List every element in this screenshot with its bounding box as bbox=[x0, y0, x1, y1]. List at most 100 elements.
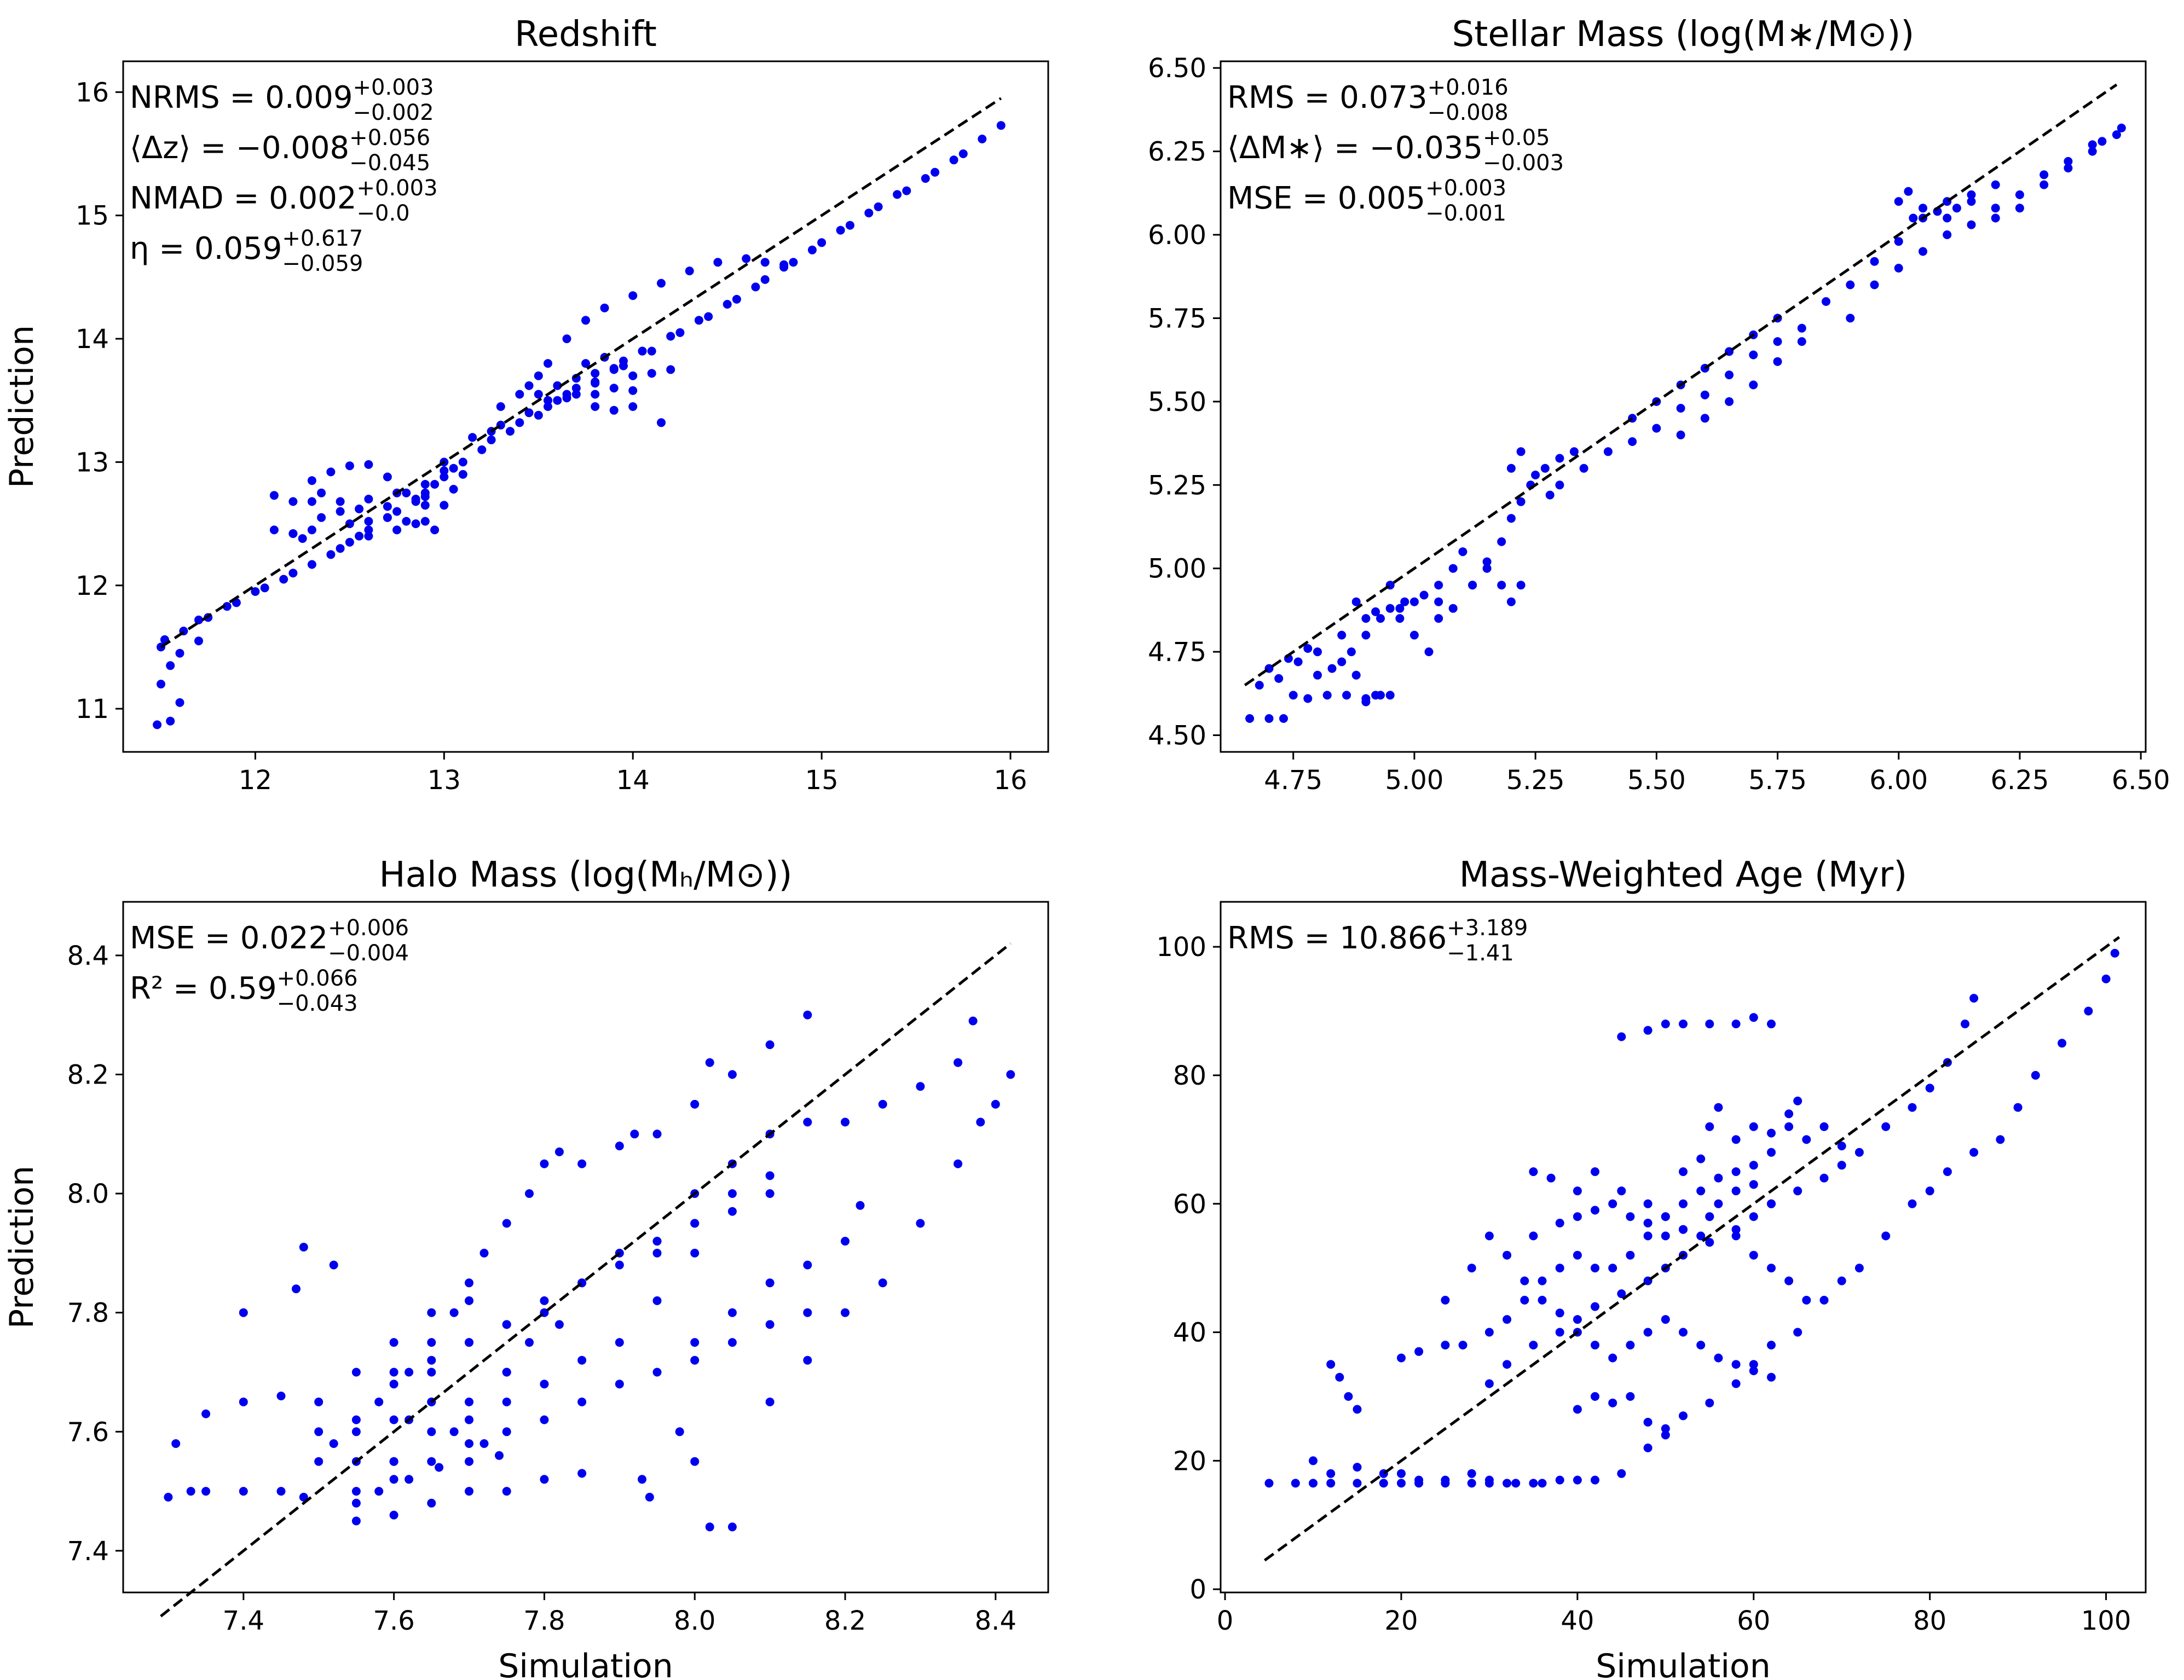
data-point bbox=[1643, 1199, 1653, 1208]
data-point bbox=[1881, 1122, 1891, 1131]
y-tick-label: 6.50 bbox=[1148, 53, 1206, 84]
data-point bbox=[723, 300, 732, 309]
data-point bbox=[615, 1142, 624, 1151]
data-point bbox=[175, 698, 184, 707]
data-point bbox=[1961, 1019, 1969, 1029]
data-point bbox=[652, 1129, 662, 1139]
stat-value: RMS = 10.866 bbox=[1227, 920, 1447, 956]
stat-annotation: RMS = 10.866+3.189 −1.41 bbox=[1227, 916, 1528, 966]
stat-value: η = 0.059 bbox=[130, 231, 282, 267]
data-point bbox=[690, 1099, 700, 1109]
data-point bbox=[878, 1099, 887, 1109]
data-point bbox=[893, 190, 902, 199]
data-point bbox=[502, 1368, 511, 1377]
data-point bbox=[996, 121, 1006, 130]
data-point bbox=[751, 282, 760, 292]
stat-value: NRMS = 0.009 bbox=[130, 80, 353, 115]
data-point bbox=[694, 316, 703, 325]
data-point bbox=[1617, 1469, 1626, 1478]
data-point bbox=[1289, 691, 1298, 700]
data-point bbox=[638, 1475, 646, 1484]
data-point bbox=[675, 328, 685, 337]
data-point bbox=[1351, 670, 1361, 680]
data-point bbox=[690, 1457, 700, 1466]
data-point bbox=[1894, 197, 1903, 206]
data-point bbox=[1353, 1479, 1362, 1488]
data-point bbox=[1643, 1443, 1653, 1452]
data-point bbox=[1573, 1212, 1582, 1221]
data-point bbox=[540, 1380, 549, 1389]
stat-value: RMS = 0.073 bbox=[1227, 80, 1428, 115]
data-point bbox=[1943, 1167, 1952, 1177]
data-point bbox=[1409, 630, 1419, 640]
data-point bbox=[524, 408, 534, 418]
data-point bbox=[1520, 1295, 1529, 1305]
data-point bbox=[411, 519, 420, 529]
y-tick-label: 5.50 bbox=[1148, 387, 1206, 418]
stat-value: ⟨ΔM∗⟩ = −0.035 bbox=[1227, 130, 1483, 166]
data-point bbox=[515, 418, 524, 427]
data-point bbox=[1904, 187, 1913, 196]
data-point bbox=[1538, 1276, 1547, 1285]
stat-lower-error: −0.003 bbox=[1483, 150, 1564, 176]
data-point bbox=[1661, 1212, 1670, 1221]
data-point bbox=[392, 525, 402, 535]
data-point bbox=[1458, 547, 1467, 557]
x-tick-label: 8.2 bbox=[824, 1606, 866, 1636]
data-point bbox=[389, 1475, 398, 1484]
data-point bbox=[1335, 1372, 1344, 1382]
one-to-one-line bbox=[1244, 83, 2118, 687]
data-point bbox=[1520, 1276, 1529, 1285]
data-point bbox=[638, 346, 647, 356]
data-point bbox=[1303, 644, 1313, 653]
panel-mass-weighted-age: Mass-Weighted Age (Myr) Simulation 0 20 40 60… bbox=[1156, 855, 2147, 1680]
data-point bbox=[364, 460, 373, 469]
data-point bbox=[1385, 604, 1395, 613]
stat-lower-error: −0.001 bbox=[1425, 201, 1506, 226]
data-point bbox=[1819, 1295, 1829, 1305]
data-point bbox=[916, 1219, 925, 1228]
data-point bbox=[1784, 1122, 1794, 1131]
data-point bbox=[976, 1117, 985, 1127]
data-point bbox=[562, 334, 571, 344]
data-point bbox=[1626, 1212, 1635, 1221]
data-point bbox=[194, 615, 203, 624]
data-point bbox=[807, 245, 817, 254]
data-point bbox=[1322, 691, 1332, 700]
data-point bbox=[1397, 1469, 1406, 1478]
data-point bbox=[2031, 1071, 2040, 1080]
chart-title: Stellar Mass (log(M∗/M⊙)) bbox=[1452, 14, 1915, 55]
data-point bbox=[1705, 1122, 1714, 1131]
data-point bbox=[1749, 1250, 1758, 1260]
data-point bbox=[991, 1099, 1000, 1109]
data-point bbox=[577, 1159, 587, 1168]
data-point bbox=[765, 1278, 775, 1288]
data-point bbox=[1371, 691, 1380, 700]
data-point bbox=[921, 174, 930, 183]
data-point bbox=[577, 1469, 587, 1478]
data-point bbox=[1497, 581, 1506, 590]
data-point bbox=[1870, 280, 1879, 289]
x-tick-label: 40 bbox=[1561, 1606, 1594, 1636]
data-point bbox=[878, 1278, 887, 1288]
data-point bbox=[647, 369, 656, 378]
data-point bbox=[1767, 1264, 1776, 1273]
data-point bbox=[1591, 1264, 1599, 1273]
data-point bbox=[515, 390, 524, 399]
data-point bbox=[571, 390, 581, 399]
panel-redshift: Redshift Prediction 12 13 14 15 16 11 12 13 14 15 16… bbox=[3, 14, 1049, 796]
data-point bbox=[544, 359, 552, 368]
data-point bbox=[1696, 1231, 1706, 1241]
data-point bbox=[591, 369, 600, 378]
data-point bbox=[1894, 237, 1903, 246]
data-point bbox=[345, 537, 354, 547]
data-point bbox=[1767, 1148, 1776, 1157]
stat-lower-error: −0.045 bbox=[349, 150, 430, 176]
data-point bbox=[874, 202, 883, 211]
data-point bbox=[1484, 1328, 1494, 1337]
data-point bbox=[628, 386, 638, 395]
data-point bbox=[1731, 1019, 1741, 1029]
data-point bbox=[1617, 1032, 1626, 1041]
data-point bbox=[1676, 404, 1685, 413]
data-point bbox=[1434, 581, 1443, 590]
